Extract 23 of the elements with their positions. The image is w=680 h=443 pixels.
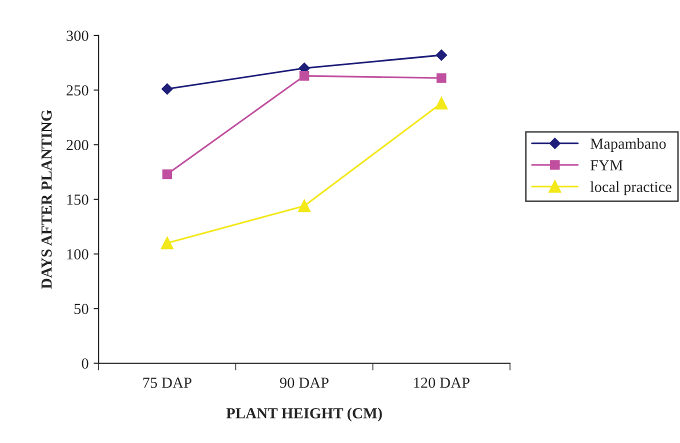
point xyxy=(299,71,310,81)
y-tick-label: 300 xyxy=(66,30,88,41)
y-tick-label: 250 xyxy=(66,85,88,96)
point xyxy=(162,83,173,95)
legend-label: FYM xyxy=(590,160,623,170)
x-tick-label: 75 DAP xyxy=(143,378,192,388)
y-tick-label: 150 xyxy=(67,194,88,205)
y-tick-label: 0 xyxy=(82,358,88,369)
x-axis-title: PLANT HEIGHT (CM) xyxy=(226,408,382,422)
y-axis-title: DAYS AFTER PLANTING xyxy=(41,110,52,289)
legend-label: local practice xyxy=(590,181,672,196)
point xyxy=(298,200,311,212)
x-tick-label: 90 DAP xyxy=(280,378,329,388)
legend-label: Mapambano xyxy=(590,138,666,152)
y-tick-label: 200 xyxy=(66,140,88,150)
point xyxy=(436,73,446,83)
point xyxy=(160,236,174,250)
point xyxy=(436,50,448,61)
point xyxy=(162,169,172,180)
y-tick-label: 50 xyxy=(74,304,88,314)
x-tick-label: 120 DAP xyxy=(414,378,470,388)
y-tick-label: 100 xyxy=(67,249,88,260)
point xyxy=(435,96,448,110)
